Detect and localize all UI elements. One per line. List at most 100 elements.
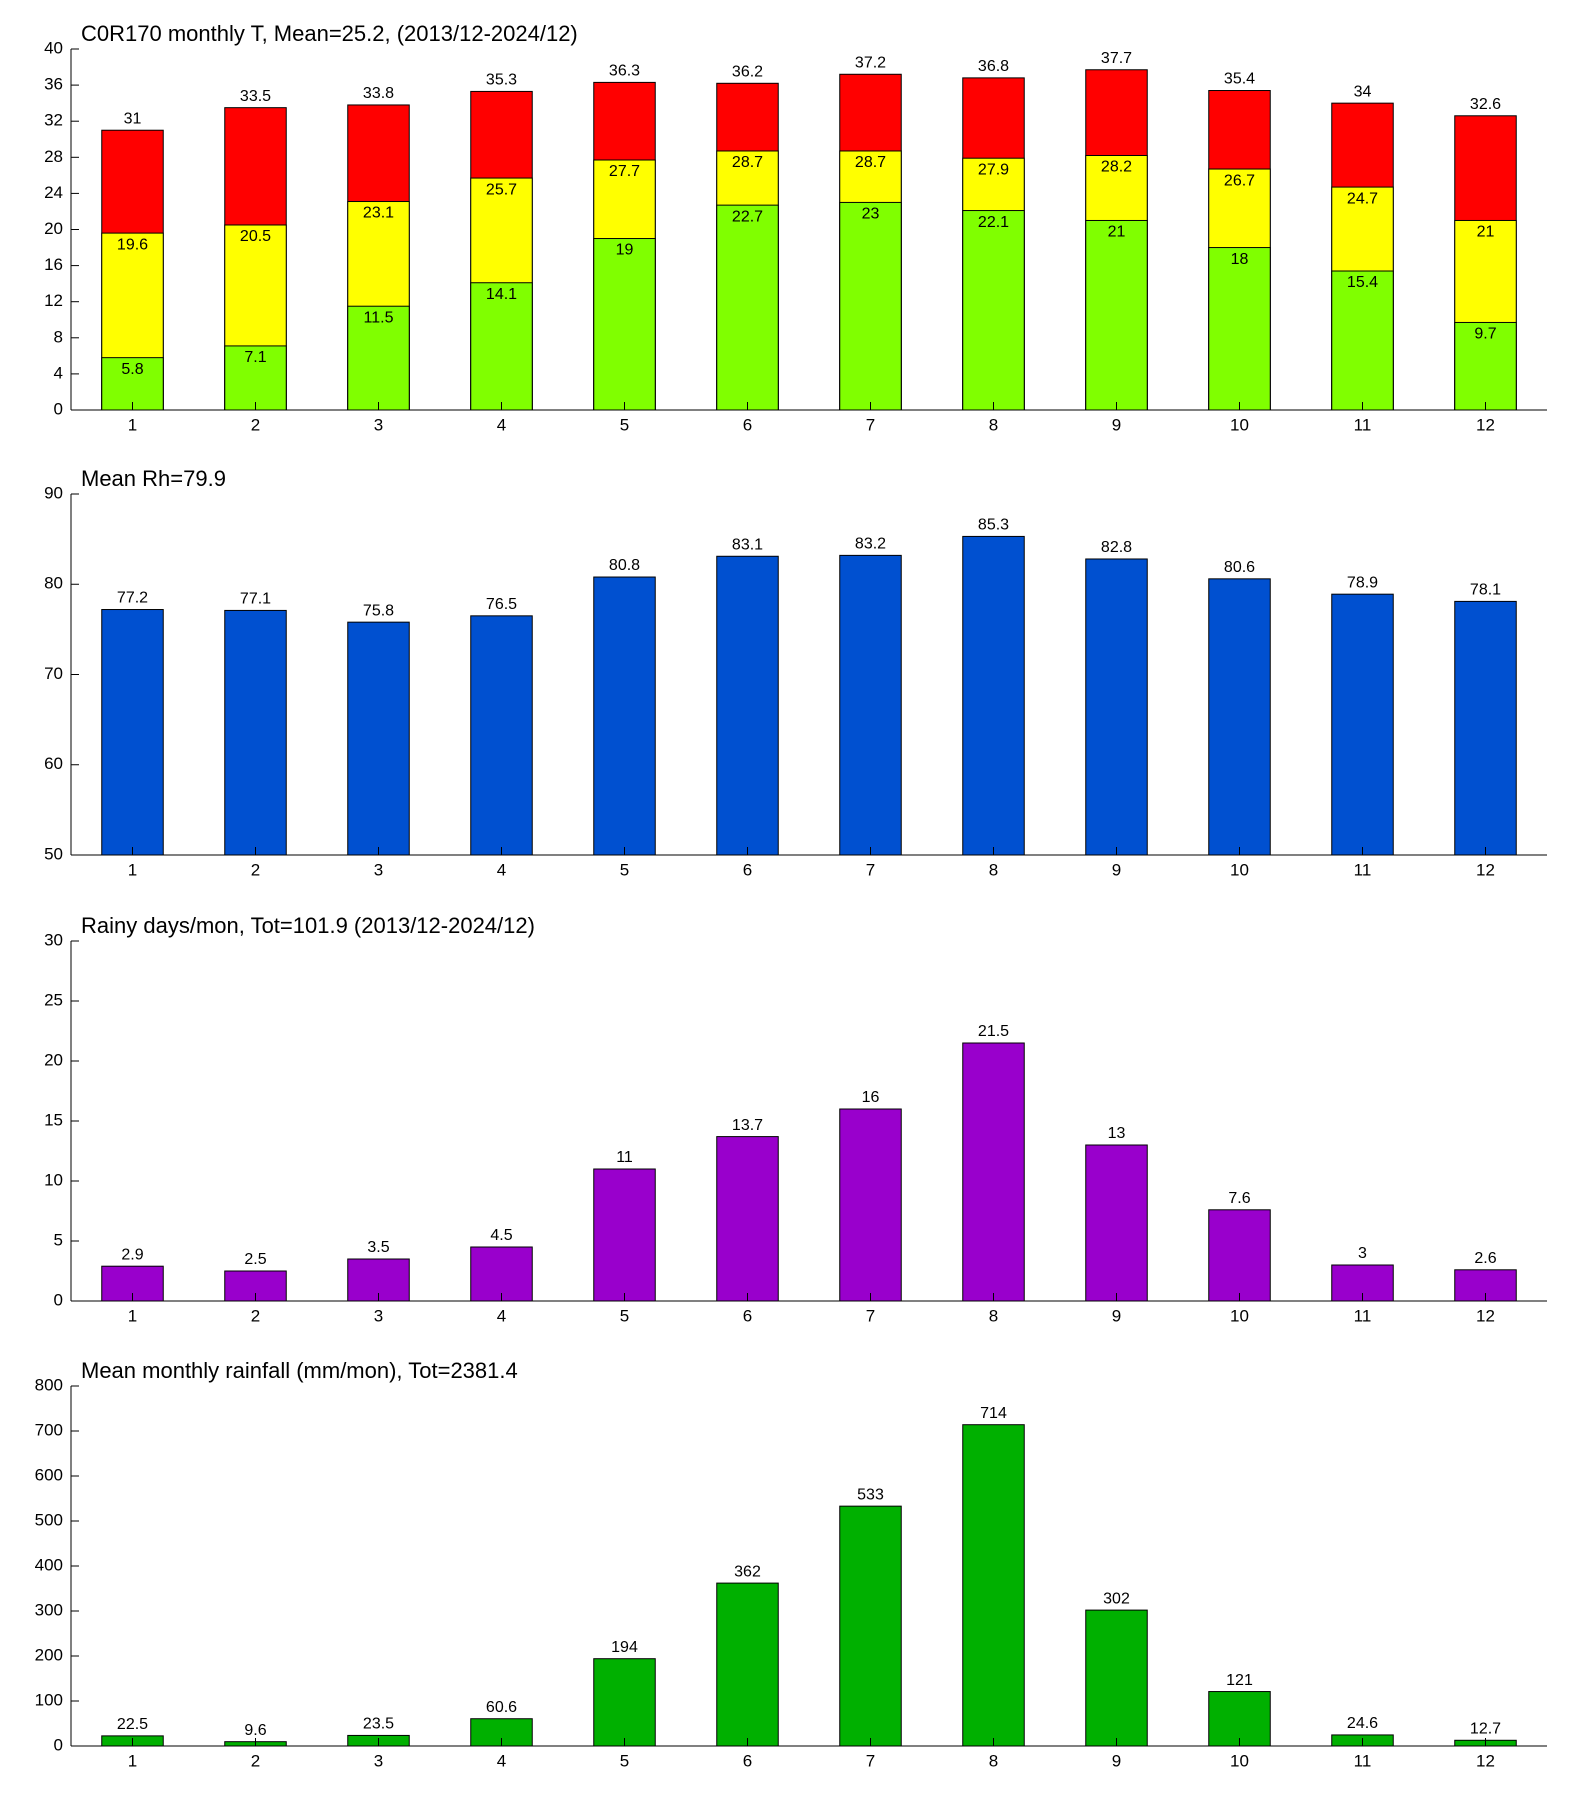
x-tick-label: 4: [497, 1306, 506, 1325]
y-tick-label: 36: [44, 75, 63, 94]
y-tick-label: 30: [44, 930, 63, 949]
value-label: 21: [1477, 224, 1495, 241]
x-tick-label: 3: [374, 1306, 383, 1325]
value-label: 60.6: [486, 1699, 517, 1716]
bar: [1208, 1691, 1271, 1747]
value-label: 12.7: [1470, 1721, 1501, 1738]
x-tick-label: 5: [620, 1751, 629, 1770]
bar: [593, 238, 656, 411]
bar: [101, 609, 164, 856]
x-tick-label: 11: [1354, 1751, 1372, 1770]
bar: [962, 1042, 1025, 1302]
x-tick-label: 1: [128, 860, 137, 879]
x-tick-label: 5: [620, 1306, 629, 1325]
value-label: 13.7: [732, 1117, 763, 1134]
x-tick-label: 3: [374, 860, 383, 879]
bar: [593, 1168, 656, 1302]
value-label: 9.7: [1474, 326, 1496, 343]
x-tick-label: 11: [1354, 415, 1372, 434]
x-tick-label: 7: [866, 1306, 875, 1325]
value-label: 36.2: [732, 64, 763, 81]
value-label: 83.2: [855, 536, 886, 553]
x-tick-label: 8: [989, 1306, 998, 1325]
value-label: 35.3: [486, 72, 517, 89]
value-label: 75.8: [363, 602, 394, 619]
bar: [962, 1424, 1025, 1747]
value-label: 33.8: [363, 85, 394, 102]
value-label: 23: [862, 206, 880, 223]
bar: [839, 1505, 902, 1747]
bar: [962, 210, 1025, 411]
bar: [593, 1658, 656, 1747]
value-label: 13: [1108, 1125, 1126, 1142]
bar: [1085, 1144, 1148, 1302]
value-label: 22.5: [117, 1716, 148, 1733]
x-tick-label: 4: [497, 1751, 506, 1770]
x-tick-label: 3: [374, 415, 383, 434]
x-tick-label: 10: [1230, 415, 1249, 434]
value-label: 35.4: [1224, 71, 1255, 88]
value-label: 24.6: [1347, 1715, 1378, 1732]
y-tick-label: 16: [44, 255, 63, 274]
value-label: 80.8: [609, 557, 640, 574]
value-label: 7.6: [1228, 1190, 1250, 1207]
y-tick-label: 20: [44, 219, 63, 238]
y-tick-label: 600: [35, 1465, 63, 1484]
value-label: 85.3: [978, 517, 1009, 534]
y-tick-label: 80: [44, 574, 63, 593]
x-tick-label: 5: [620, 415, 629, 434]
x-tick-label: 9: [1112, 1751, 1121, 1770]
bar: [1085, 1609, 1148, 1747]
value-label: 15.4: [1347, 274, 1378, 291]
value-label: 28.7: [855, 154, 886, 171]
value-label: 19: [616, 242, 634, 259]
y-tick-label: 10: [44, 1170, 63, 1189]
x-tick-label: 12: [1476, 1306, 1495, 1325]
value-label: 21.5: [978, 1023, 1009, 1040]
bar: [839, 554, 902, 856]
value-label: 27.9: [978, 161, 1009, 178]
y-tick-label: 28: [44, 147, 63, 166]
bar: [1085, 219, 1148, 411]
chart-title: Mean Rh=79.9: [81, 466, 226, 491]
x-tick-label: 4: [497, 860, 506, 879]
value-label: 78.1: [1470, 582, 1501, 599]
x-tick-label: 10: [1230, 1751, 1249, 1770]
value-label: 82.8: [1101, 539, 1132, 556]
y-tick-label: 0: [54, 1290, 63, 1309]
y-tick-label: 700: [35, 1420, 63, 1439]
value-label: 33.5: [240, 88, 271, 105]
value-label: 32.6: [1470, 96, 1501, 113]
x-tick-label: 4: [497, 415, 506, 434]
value-label: 78.9: [1347, 574, 1378, 591]
value-label: 28.7: [732, 154, 763, 171]
y-tick-label: 400: [35, 1555, 63, 1574]
value-label: 83.1: [732, 536, 763, 553]
y-tick-label: 0: [54, 399, 63, 418]
value-label: 77.2: [117, 590, 148, 607]
y-tick-label: 25: [44, 990, 63, 1009]
value-label: 4.5: [490, 1227, 512, 1244]
value-label: 23.5: [363, 1716, 394, 1733]
value-label: 11: [616, 1149, 633, 1166]
y-tick-label: 8: [54, 327, 63, 346]
y-tick-label: 32: [44, 111, 63, 130]
bar: [1454, 600, 1517, 856]
x-tick-label: 5: [620, 860, 629, 879]
y-tick-label: 300: [35, 1600, 63, 1619]
x-tick-label: 12: [1476, 1751, 1495, 1770]
bar: [347, 621, 410, 856]
chart-title: Mean monthly rainfall (mm/mon), Tot=2381…: [81, 1358, 518, 1383]
x-tick-label: 11: [1354, 860, 1372, 879]
value-label: 37.2: [855, 54, 886, 71]
value-label: 3.5: [367, 1239, 389, 1256]
x-tick-label: 1: [128, 1306, 137, 1325]
x-tick-label: 9: [1112, 1306, 1121, 1325]
value-label: 26.7: [1224, 172, 1255, 189]
y-tick-label: 20: [44, 1050, 63, 1069]
chart-title: Rainy days/mon, Tot=101.9 (2013/12-2024/…: [81, 913, 535, 938]
value-label: 27.7: [609, 163, 640, 180]
value-label: 31: [124, 110, 142, 127]
bar: [716, 1582, 779, 1747]
y-tick-label: 200: [35, 1645, 63, 1664]
